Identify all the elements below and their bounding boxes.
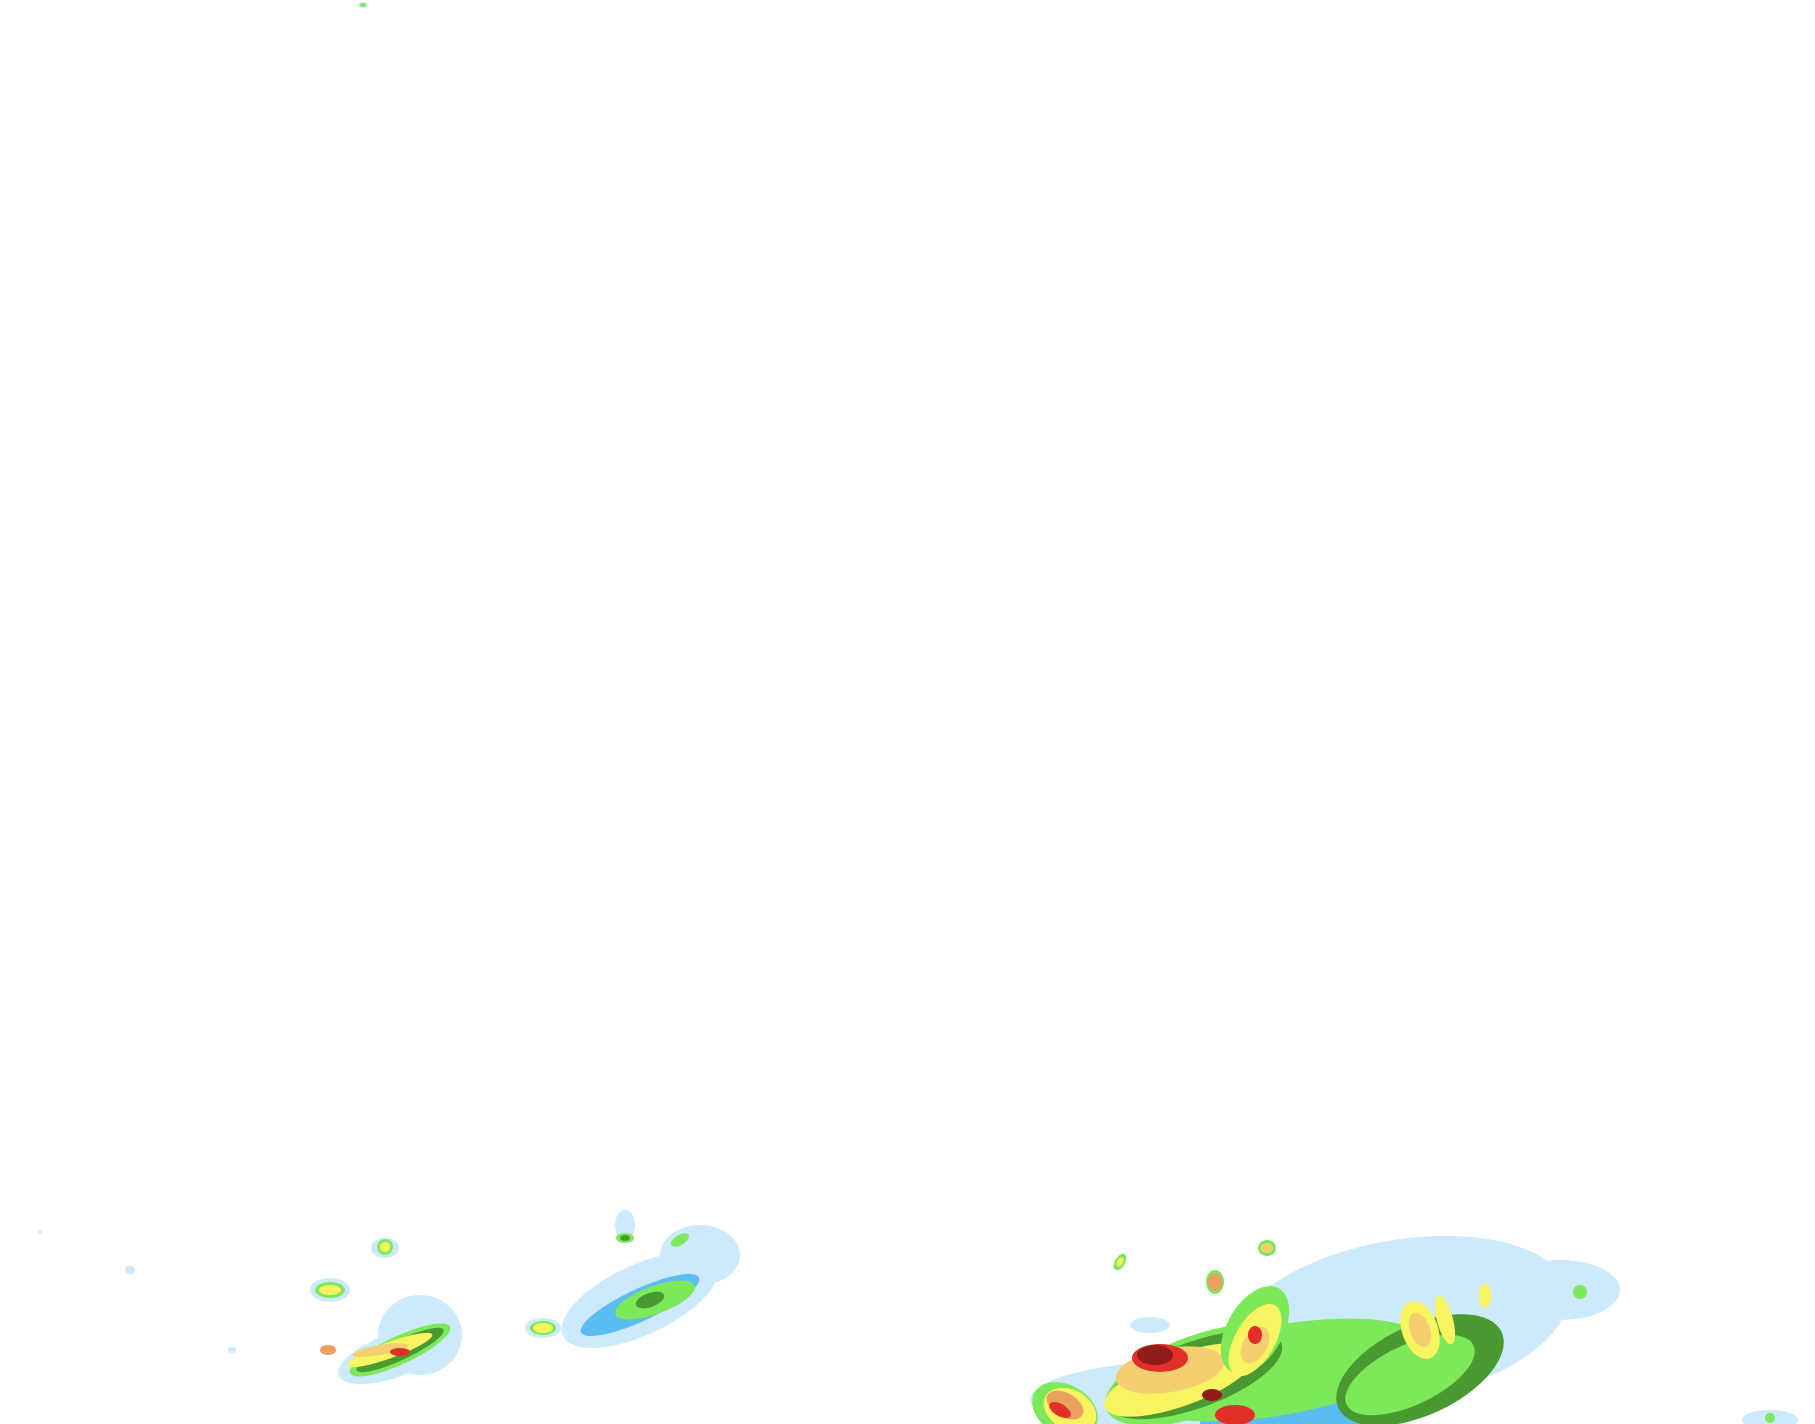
precipitation-cell	[1130, 1317, 1170, 1333]
precipitation-cell	[1573, 1285, 1587, 1299]
precipitation-cell	[1765, 1413, 1775, 1423]
precipitation-cell	[1137, 1345, 1173, 1365]
precipitation-cell	[1408, 1312, 1432, 1348]
precipitation-cell	[1215, 1405, 1255, 1424]
precipitation-cell	[1500, 1260, 1620, 1320]
precipitation-cell	[38, 1230, 42, 1234]
precipitation-cell	[660, 1225, 740, 1285]
precipitation-cell	[1208, 1273, 1222, 1291]
precipitation-cell	[620, 1235, 630, 1241]
precipitation-cell	[670, 1233, 690, 1247]
precipitation-cell	[1479, 1284, 1491, 1308]
precipitation-cell	[1240, 1326, 1270, 1364]
precipitation-cell	[635, 1291, 665, 1309]
precipitation-cell	[228, 1347, 236, 1353]
precipitation-cell	[360, 3, 366, 7]
precipitation-cell	[380, 1242, 390, 1252]
precipitation-cell	[615, 1210, 635, 1240]
precipitation-cell	[1434, 1295, 1456, 1345]
precipitation-cell	[352, 1343, 408, 1357]
precipitation-cell	[533, 1323, 553, 1333]
precipitation-cell	[319, 1285, 341, 1295]
precipitation-cell	[1345, 1334, 1475, 1416]
precipitation-cell	[125, 1266, 135, 1274]
precipitation-cell	[1202, 1389, 1222, 1401]
precipitation-cell	[1261, 1243, 1273, 1253]
precipitation-cell	[390, 1348, 410, 1356]
precipitation-cell	[1116, 1257, 1124, 1267]
precipitation-cell	[320, 1345, 336, 1355]
precipitation-cell	[1049, 1402, 1071, 1418]
precipitation-cell	[1248, 1326, 1262, 1344]
